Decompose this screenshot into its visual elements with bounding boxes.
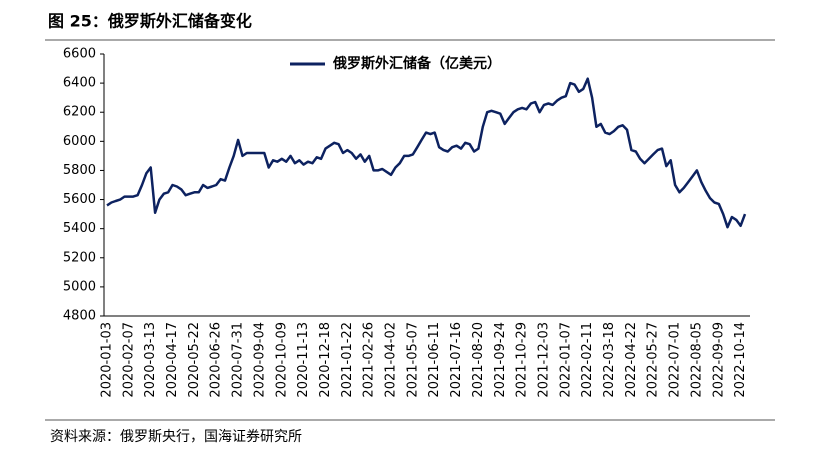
x-tick-label: 2020-06-26	[209, 322, 224, 398]
y-tick-label: 5000	[63, 279, 96, 294]
x-tick-label: 2021-04-02	[384, 322, 399, 398]
x-tick-label: 2020-07-31	[231, 322, 246, 398]
legend-label: 俄罗斯外汇储备（亿美元）	[332, 55, 501, 72]
y-tick-label: 5400	[63, 221, 96, 236]
x-tick-label: 2022-03-18	[602, 322, 617, 398]
x-tick-label: 2021-08-20	[471, 322, 486, 398]
x-tick-label: 2020-01-03	[100, 322, 115, 398]
x-tick-label: 2022-09-09	[711, 322, 726, 398]
chart-title: 图 25：俄罗斯外汇储备变化	[48, 12, 252, 31]
x-tick-label: 2021-05-07	[405, 322, 420, 398]
x-tick-label: 2020-04-17	[165, 322, 180, 398]
x-tick-label: 2020-02-07	[121, 322, 136, 398]
y-tick-label: 6600	[63, 47, 96, 62]
y-tick-label: 4800	[63, 309, 96, 324]
x-tick-label: 2020-12-18	[318, 322, 333, 398]
x-tick-label: 2022-10-14	[733, 322, 748, 398]
y-tick-label: 6200	[63, 105, 96, 120]
line	[106, 77, 747, 229]
y-tick-label: 5800	[63, 163, 96, 178]
x-tick-label: 2020-09-04	[252, 322, 267, 398]
x-tick-label: 2020-11-13	[296, 322, 311, 398]
x-tick-label: 2021-06-11	[427, 322, 442, 398]
x-tick-label: 2021-12-03	[536, 322, 551, 398]
x-tick-label: 2022-02-11	[580, 322, 595, 398]
x-tick-label: 2022-04-22	[624, 322, 639, 398]
x-tick-label: 2021-07-16	[449, 322, 464, 398]
x-tick-label: 2022-05-27	[646, 322, 661, 398]
source: 资料来源：俄罗斯央行，国海证券研究所	[50, 429, 302, 445]
y-tick-label: 6000	[63, 134, 96, 149]
x-tick-label: 2022-01-07	[558, 322, 573, 398]
x-tick-label: 2020-10-09	[274, 322, 289, 398]
y-tick-label: 6400	[63, 76, 96, 91]
y-tick-label: 5200	[63, 250, 96, 265]
y-tick-label: 5600	[63, 192, 96, 207]
x-tick-label: 2021-01-22	[340, 322, 355, 398]
x-tick-label: 2020-05-22	[187, 322, 202, 398]
x-tick-label: 2020-03-13	[143, 322, 158, 398]
x-tick-label: 2022-08-05	[689, 322, 704, 398]
x-tick-label: 2021-10-29	[515, 322, 530, 398]
x-tick-label: 2021-02-26	[362, 322, 377, 398]
x-tick-label: 2021-09-24	[493, 322, 508, 398]
x-tick-label: 2022-07-01	[668, 322, 683, 398]
